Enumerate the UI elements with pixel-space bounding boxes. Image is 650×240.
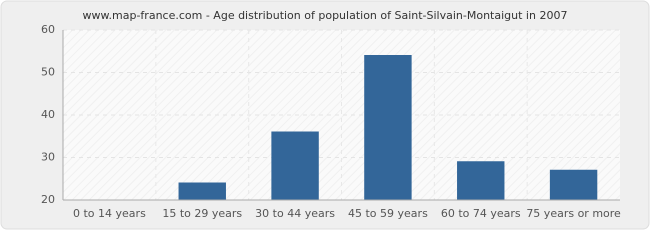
bar (364, 55, 412, 201)
x-tick-label: 60 to 74 years (441, 207, 521, 220)
bar (549, 169, 598, 201)
x-tick-label: 30 to 44 years (255, 207, 335, 220)
x-tick-label: 0 to 14 years (73, 207, 146, 220)
y-tick-label: 20 (41, 193, 55, 206)
y-tick-label: 60 (41, 23, 55, 36)
x-tick-label: 45 to 59 years (348, 207, 428, 220)
bar (178, 182, 226, 201)
x-tick-label: 15 to 29 years (162, 207, 242, 220)
chart: www.map-france.com - Age distribution of… (0, 0, 650, 230)
y-tick-label: 50 (41, 66, 55, 79)
y-tick-label: 30 (41, 151, 55, 164)
chart-title: www.map-france.com - Age distribution of… (83, 9, 568, 22)
bar (457, 161, 505, 201)
bar (271, 131, 319, 201)
y-tick-label: 40 (41, 108, 55, 121)
x-tick-label: 75 years or more (526, 207, 621, 220)
